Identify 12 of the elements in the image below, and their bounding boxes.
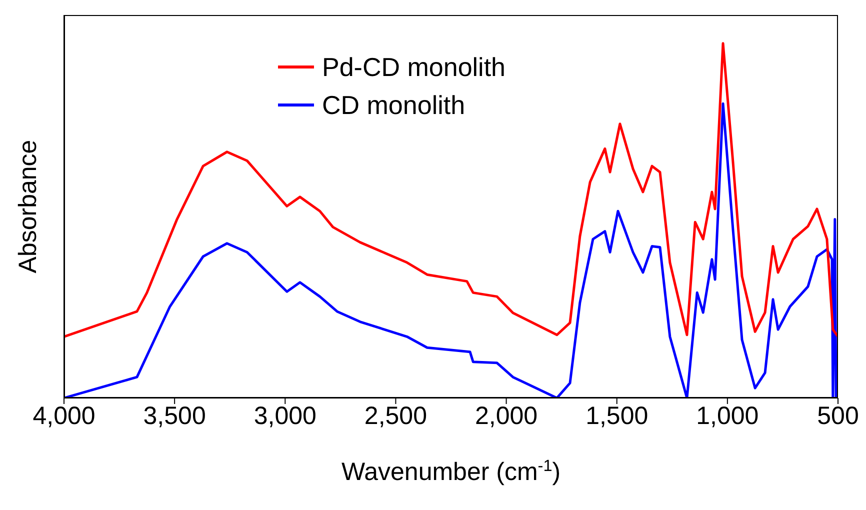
- x-tick-label: 1,000: [696, 402, 759, 430]
- x-axis-title: Wavenumber (cm$^{-1}$): [341, 457, 561, 486]
- legend-label: CD monolith: [322, 89, 466, 122]
- x-tick-label: 1,500: [586, 402, 648, 430]
- y-axis-title: Absorbance: [14, 140, 42, 274]
- legend-label: Pd-CD monolith: [322, 51, 506, 84]
- x-tick-label: 4,000: [32, 402, 96, 430]
- x-tick-label: 500: [817, 402, 859, 430]
- x-tick-label: 3,000: [254, 402, 316, 430]
- x-tick-label: 3,500: [143, 402, 206, 430]
- x-tick-label: 2,000: [475, 402, 538, 430]
- x-tick-label: 2,500: [364, 402, 427, 430]
